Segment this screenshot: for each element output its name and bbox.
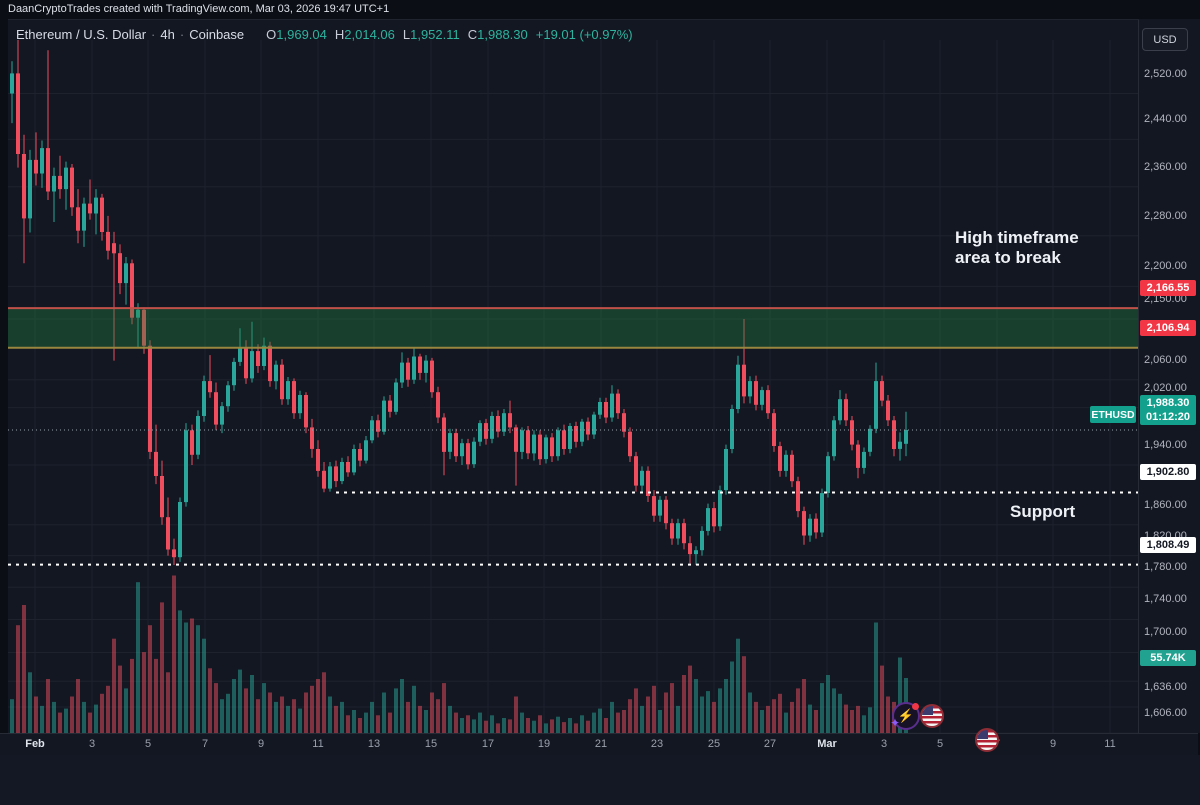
price-axis-label: 1,860.00	[1144, 498, 1187, 511]
bar-countdown: 01:12:20	[1145, 411, 1191, 424]
price-axis-label: 1,700.00	[1144, 626, 1187, 639]
time-axis-label: 27	[763, 738, 777, 750]
exchange-label[interactable]: Coinbase	[189, 27, 245, 42]
time-axis-label: 19	[537, 738, 551, 750]
price-axis-label: 2,520.00	[1144, 67, 1187, 80]
chart-shell	[0, 19, 1200, 756]
us-flag-event-icon[interactable]	[920, 704, 944, 728]
time-axis-label: 5	[144, 738, 152, 750]
candlestick-chart[interactable]	[8, 40, 1138, 753]
last-price-label: 1,988.30 01:12:20	[1140, 395, 1196, 426]
zone-annotation-text[interactable]: High timeframe area to break	[955, 228, 1079, 268]
symbol-title[interactable]: Ethereum / U.S. Dollar	[16, 27, 147, 42]
last-price-value: 1,988.30	[1146, 397, 1190, 410]
currency-toggle-button[interactable]: USD	[1142, 28, 1188, 51]
time-axis-label: 23	[650, 738, 664, 750]
flag-canton	[977, 730, 988, 739]
time-axis-label: 17	[481, 738, 495, 750]
price-axis[interactable]: 2,520.00 2,440.00 2,360.00 2,280.00 2,200.00…	[1139, 19, 1200, 733]
price-axis-label: 2,150.00	[1144, 293, 1187, 306]
flag-canton	[922, 706, 933, 715]
support-price-label: 1,902.80	[1140, 464, 1196, 481]
left-gutter	[0, 19, 8, 755]
footer-bar: TradingView	[0, 755, 1200, 805]
support-annotation-text[interactable]: Support	[1010, 502, 1076, 521]
time-axis-label: Feb	[25, 738, 45, 750]
symbol-header[interactable]: Ethereum / U.S. Dollar · 4h · Coinbase O1,969…	[16, 27, 633, 42]
axis-separator	[1138, 20, 1139, 755]
sparkle-icon: ✦	[890, 716, 901, 730]
ohlc-key: H	[334, 27, 345, 42]
symbol-price-tag: ETHUSD	[1090, 406, 1136, 423]
zone-annotation-line1: High timeframe	[955, 228, 1079, 247]
interval-label[interactable]: 4h	[160, 27, 175, 42]
ohlc-value: 1,988.30	[477, 27, 528, 42]
time-axis-label: 11	[1104, 738, 1116, 750]
attribution-bar: DaanCryptoTrades created with TradingVie…	[0, 0, 1200, 19]
ohlc-value: 1,969.04	[276, 27, 327, 42]
time-axis-label: 21	[594, 738, 608, 750]
price-axis-label: 2,020.00	[1144, 381, 1187, 394]
price-axis-label: 2,060.00	[1144, 353, 1187, 366]
price-axis-label: 2,200.00	[1144, 260, 1187, 273]
price-axis-label: 1,636.00	[1144, 680, 1187, 693]
time-axis-label: 9	[257, 738, 265, 750]
time-axis-label: 7	[201, 738, 209, 750]
volume-axis-label: 55.74K	[1140, 650, 1196, 666]
price-axis-label: 1,740.00	[1144, 593, 1187, 606]
price-axis-label: 1,606.00	[1144, 707, 1187, 720]
price-axis-label: 2,360.00	[1144, 160, 1187, 173]
time-axis-label: 3	[880, 738, 888, 750]
time-axis-label: 5	[936, 738, 944, 750]
ohlc-key: O	[266, 27, 277, 42]
time-axis-label: 15	[424, 738, 438, 750]
time-axis-separator	[0, 733, 1198, 734]
zone-bottom-price-label: 2,106.94	[1140, 319, 1196, 336]
red-dot-badge	[912, 703, 919, 710]
ohlc-value: 1,952.11	[410, 27, 460, 42]
separator-dot: ·	[151, 27, 156, 42]
zone-annotation-line2: area to break	[955, 248, 1061, 267]
zone-top-price-label: 2,166.55	[1140, 280, 1196, 297]
us-flag-event-icon[interactable]	[975, 728, 999, 752]
ohlc-values: O1,969.04 H2,014.06 L1,952.11 C1,988.30	[258, 27, 528, 42]
change-value: +19.01 (+0.97%)	[535, 27, 633, 42]
ohlc-key: C	[467, 27, 478, 42]
time-axis-label: 11	[312, 738, 324, 750]
price-axis-label: 2,440.00	[1144, 113, 1187, 126]
price-axis-label: 2,280.00	[1144, 209, 1187, 222]
price-axis-label: 1,780.00	[1144, 561, 1187, 574]
ohlc-value: 2,014.06	[344, 27, 395, 42]
attribution-text: DaanCryptoTrades created with TradingVie…	[8, 3, 390, 15]
grid-layer	[8, 40, 1138, 753]
volume-layer	[10, 575, 908, 753]
candles-layer	[10, 40, 908, 565]
crypto-zap-sticker-icon[interactable]: ⚡ ✦	[890, 702, 920, 730]
time-axis-label: Mar	[817, 738, 837, 750]
time-axis-label: 9	[1049, 738, 1057, 750]
resistance-zone[interactable]	[8, 307, 1138, 349]
support-price-label: 1,808.49	[1140, 536, 1196, 553]
time-axis-label: 25	[707, 738, 721, 750]
support-lines[interactable]	[8, 491, 1138, 566]
ohlc-key: L	[402, 27, 411, 42]
lightning-icon: ⚡	[897, 708, 915, 723]
time-axis[interactable]: Feb3579111315171921232527Mar357911	[0, 734, 1198, 755]
time-axis-label: 3	[88, 738, 96, 750]
separator-dot: ·	[179, 27, 185, 42]
price-axis-label: 1,940.00	[1144, 438, 1187, 451]
time-axis-label: 13	[367, 738, 381, 750]
